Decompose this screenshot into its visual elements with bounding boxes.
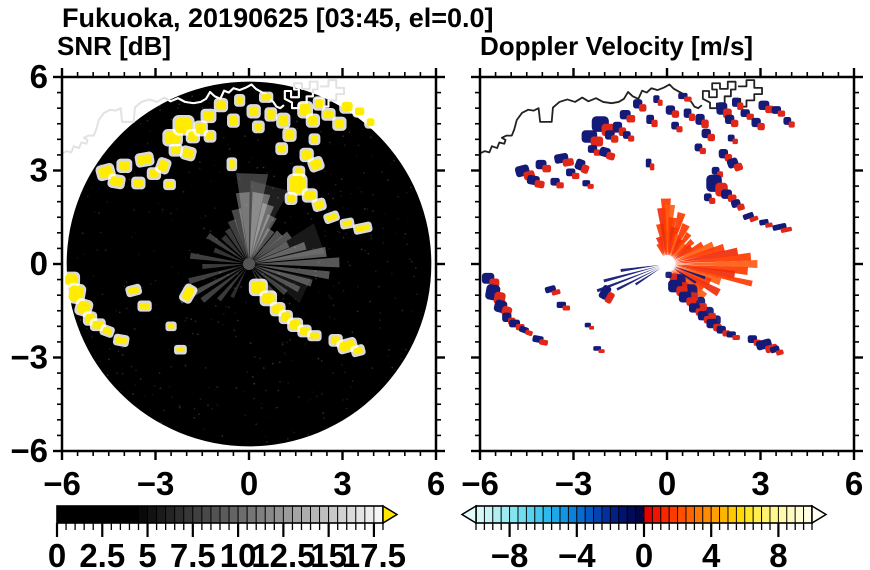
colorbar-tick-label: −4 bbox=[558, 537, 596, 570]
velocity-panel-subtitle: Doppler Velocity [m/s] bbox=[480, 31, 754, 61]
colorbar-over-arrow bbox=[382, 504, 399, 525]
velocity-panel bbox=[480, 79, 795, 356]
axes-panel-1: −6 −3 0 3 6 bbox=[461, 68, 863, 502]
x-tick-label: −3 bbox=[555, 465, 593, 502]
y-tick-label: 0 bbox=[30, 245, 48, 282]
snr-panel bbox=[62, 79, 432, 447]
x-tick-label: 3 bbox=[333, 465, 351, 502]
colorbar-tick-label: 12.5 bbox=[251, 537, 315, 570]
velocity-fan bbox=[596, 198, 758, 325]
colorbar-tick-label: 7.5 bbox=[170, 537, 216, 570]
colorbar-under-arrow bbox=[460, 504, 477, 525]
x-tick-label: −6 bbox=[461, 465, 499, 502]
colorbar-tick-label: 10 bbox=[220, 537, 257, 570]
colorbar-tick-label: −8 bbox=[491, 537, 529, 570]
x-tick-label: 0 bbox=[240, 465, 258, 502]
y-tick-label: 3 bbox=[30, 152, 48, 189]
x-tick-label: −6 bbox=[43, 465, 81, 502]
x-tick-label: 0 bbox=[658, 465, 676, 502]
colorbar-tick-label: 4 bbox=[702, 537, 721, 570]
colorbar-tick-label: 2.5 bbox=[79, 537, 125, 570]
colorbar-tick-label: 15 bbox=[310, 537, 347, 570]
colorbar-tick-label: 8 bbox=[769, 537, 787, 570]
x-tick-label: 6 bbox=[845, 465, 863, 502]
colorbar-tick-label: 0 bbox=[635, 537, 653, 570]
velocity-colorbar: −8 −4 0 4 8 bbox=[460, 504, 828, 570]
axes-panel-0: −6 −3 0 3 6 6 3 0 −3 −6 bbox=[10, 58, 445, 502]
radar-spokes bbox=[178, 173, 340, 304]
radar-site-hole bbox=[659, 254, 675, 270]
snr-panel-subtitle: SNR [dB] bbox=[57, 31, 172, 61]
snr-echoes bbox=[62, 91, 377, 358]
y-tick-label: −3 bbox=[10, 339, 48, 376]
colorbar-tick-label: 17.5 bbox=[342, 537, 406, 570]
colorbar-tick-label: 0 bbox=[48, 537, 66, 570]
x-tick-label: 6 bbox=[427, 465, 445, 502]
x-tick-label: −3 bbox=[137, 465, 175, 502]
figure-title: Fukuoka, 20190625 [03:45, el=0.0] bbox=[62, 3, 494, 33]
y-tick-label: 6 bbox=[30, 58, 48, 95]
radar-site-dot bbox=[243, 258, 255, 270]
colorbar-tick-label: 5 bbox=[138, 537, 156, 570]
y-tick-label: −6 bbox=[10, 432, 48, 469]
colorbar-over-arrow bbox=[811, 504, 828, 525]
x-tick-label: 3 bbox=[751, 465, 769, 502]
velocity-echoes bbox=[481, 92, 795, 356]
